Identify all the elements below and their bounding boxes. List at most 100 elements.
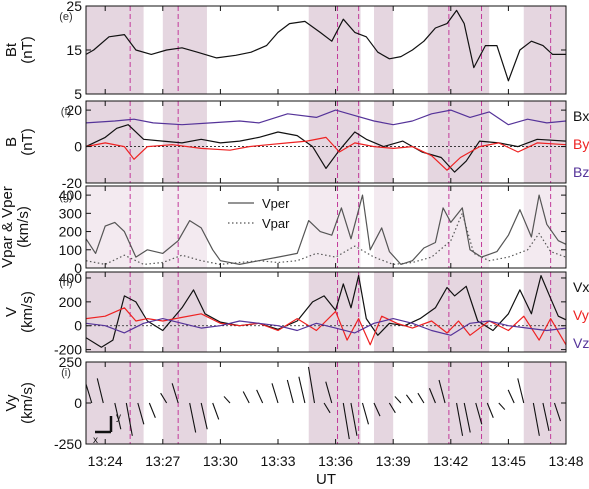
x-tick-label: 13:42 [433, 453, 468, 469]
vector-stick [475, 402, 483, 425]
x-tick-label: 13:30 [203, 453, 238, 469]
panel-label: (g) [59, 191, 72, 203]
legend-entry: Vper [262, 196, 290, 211]
y-axis-label: (nT) [19, 36, 36, 64]
vector-stick [307, 366, 316, 404]
event-interval-shade [427, 6, 490, 94]
series-line-vz [86, 318, 566, 336]
y-tick-label: 0 [74, 139, 82, 155]
legend-entry: Vpar [262, 216, 290, 231]
vector-stick [160, 392, 168, 404]
x-tick-label: 13:33 [260, 453, 295, 469]
series-group [86, 275, 566, 348]
panel-label: (h) [59, 277, 72, 289]
vector-stick [498, 402, 506, 410]
event-interval-shade [374, 186, 394, 268]
event-interval-shade [427, 186, 490, 268]
vector-stick [242, 391, 250, 404]
legend-entry: Bz [573, 164, 589, 180]
event-interval-shade [523, 186, 566, 268]
y-axis-label: (km/s) [15, 206, 32, 248]
event-interval-shade [427, 362, 490, 444]
event-interval-shade [86, 6, 144, 94]
x-tick-label: 13:48 [548, 453, 583, 469]
y-axis-label: B [3, 137, 20, 147]
event-interval-shade [374, 362, 394, 444]
y-tick-label: 25 [66, 0, 82, 14]
y-tick-label: 0 [74, 318, 82, 334]
series-line-by [86, 136, 566, 171]
legend-entry: Bx [573, 108, 589, 124]
y-axis-label: (nT) [19, 128, 36, 156]
panel-frame [85, 185, 567, 269]
vector-stick [325, 381, 333, 404]
vector-stick [417, 392, 425, 404]
y-tick-label: 200 [59, 294, 83, 310]
series-group [86, 109, 566, 173]
series-group [86, 9, 566, 82]
y-tick-label: -250 [54, 436, 82, 452]
vector-stick [361, 402, 370, 425]
series-line-vx [86, 275, 566, 348]
vector-stick [428, 388, 436, 404]
vector-stick [463, 402, 471, 433]
event-interval-shade [374, 272, 394, 352]
y-axis-label: V [3, 307, 20, 317]
y-tick-label: 400 [59, 270, 83, 286]
vector-stick [350, 402, 358, 436]
y-axis-label: (km/s) [19, 382, 36, 424]
panel-frame [85, 100, 567, 184]
panel-3: -200 0 200 400(h) V (km/s) Vx Vy Vz [3, 270, 589, 358]
vector-stick [86, 383, 93, 404]
y-tick-label: -200 [54, 342, 82, 358]
panel-label: (f) [61, 106, 71, 118]
panel-1: -20 0 20(f) B (nT) Bx By Bz [3, 100, 589, 191]
panel-0: 5 15 25(e) Bt (nT) [3, 0, 567, 102]
y-tick-label: 250 [59, 354, 83, 370]
series-line-vper [86, 194, 566, 265]
series-line-bx [86, 124, 566, 173]
event-interval-shade [308, 362, 361, 444]
event-interval-shade [427, 272, 490, 352]
vector-stick [542, 402, 550, 431]
vector-stick [342, 402, 350, 440]
inset-axis-label: y [116, 412, 121, 423]
y-tick-label: 400 [59, 187, 83, 203]
event-interval-shade [374, 6, 394, 94]
vector-stick [223, 396, 231, 404]
vector-stick [394, 396, 402, 404]
y-axis-label: (km/s) [19, 291, 36, 333]
vector-stick [114, 402, 122, 430]
x-tick-label: 13:24 [88, 453, 123, 469]
vector-stick [438, 379, 446, 404]
inset-axis-label: x [93, 435, 98, 446]
vector-stick [137, 402, 145, 425]
vector-stick [189, 402, 197, 433]
vector-stick [373, 402, 381, 417]
vector-stick [125, 402, 133, 436]
x-tick-label: 13:27 [145, 453, 180, 469]
vector-stick [212, 402, 220, 420]
series-line-bz [86, 109, 566, 126]
vector-stick [256, 389, 264, 404]
event-interval-shade [308, 6, 361, 94]
vector-stick [286, 379, 294, 404]
y-axis-label: Vpar & Vper [0, 186, 16, 268]
y-axis-label: Vy [3, 394, 20, 411]
vector-stick [456, 402, 464, 436]
x-tick-label: 13:36 [318, 453, 353, 469]
y-tick-label: 20 [66, 102, 82, 118]
x-tick-label: 13:39 [376, 453, 411, 469]
vector-stick [200, 402, 208, 430]
vector-stick [405, 394, 413, 404]
event-interval-shade [374, 101, 394, 183]
y-tick-label: 0 [74, 260, 82, 276]
vector-stick [148, 402, 156, 418]
legend-entry: By [573, 136, 589, 152]
legend-entry: Vz [573, 335, 589, 351]
y-tick-label: 15 [66, 42, 82, 58]
panel-label: (i) [61, 367, 71, 379]
series-group [86, 366, 562, 440]
vector-stick [171, 383, 179, 404]
